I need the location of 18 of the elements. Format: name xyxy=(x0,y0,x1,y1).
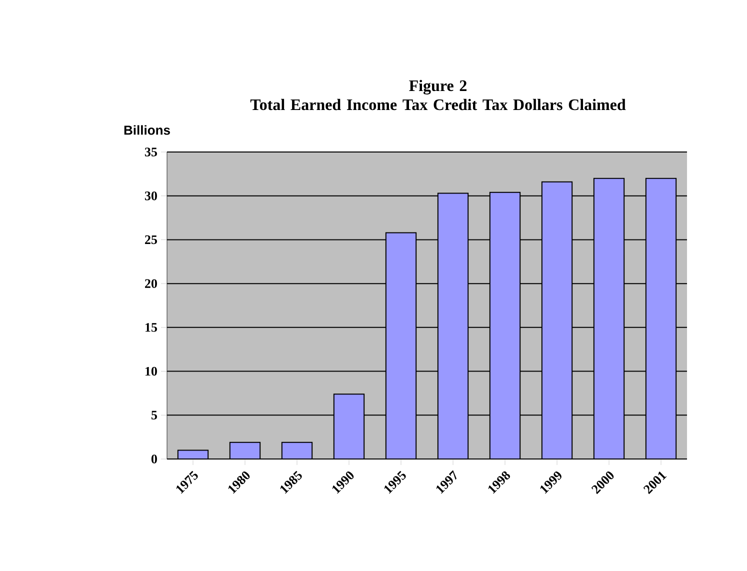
bar xyxy=(541,181,573,459)
bar xyxy=(333,394,365,459)
chart-title: Figure 2 xyxy=(409,80,466,94)
y-tick-label: 35 xyxy=(144,148,157,156)
bar xyxy=(385,232,417,459)
y-tick-label: 25 xyxy=(145,235,157,244)
bar xyxy=(489,192,521,459)
y-tick-label: 20 xyxy=(145,279,157,288)
bar xyxy=(437,192,469,459)
y-tick-label: 0 xyxy=(151,454,157,464)
bar xyxy=(593,178,625,459)
y-tick-label: 15 xyxy=(146,323,157,332)
y-tick-label: 10 xyxy=(146,366,157,376)
y-axis-title: Billions xyxy=(124,125,170,135)
y-tick-label: 5 xyxy=(151,410,157,420)
bar xyxy=(645,178,677,459)
chart-subtitle: Total Earned Income Tax Credit Tax Dollars Claimed xyxy=(250,98,626,110)
y-tick-label: 30 xyxy=(144,191,157,200)
